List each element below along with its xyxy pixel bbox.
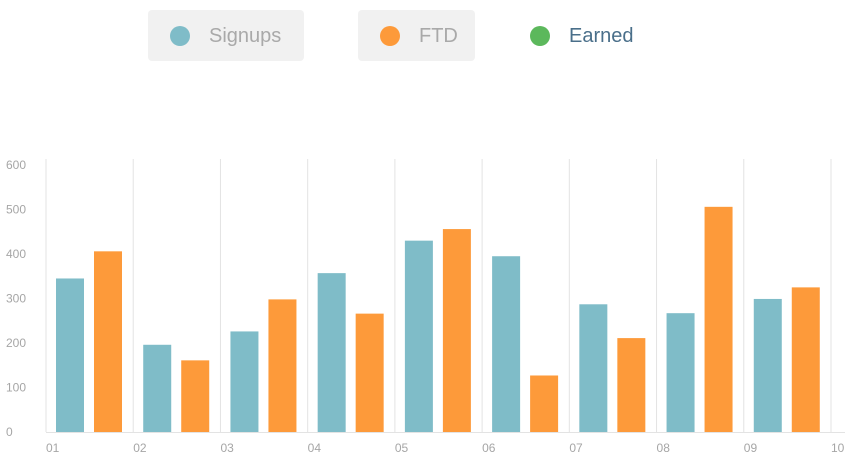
bar-ftd-08[interactable]	[704, 206, 733, 432]
x-axis-ticks: 01 02 03 04 05 06 07 08 09 10	[46, 441, 845, 455]
grid-lines	[45, 159, 845, 433]
x-tick-label: 04	[308, 441, 322, 455]
x-tick-label: 08	[657, 441, 671, 455]
y-tick-label: 500	[6, 203, 26, 217]
bars	[56, 206, 820, 432]
x-tick-label: 03	[220, 441, 234, 455]
y-tick-label: 100	[6, 381, 26, 395]
bar-ftd-09[interactable]	[791, 287, 820, 432]
legend-item-ftd[interactable]: FTD	[358, 10, 475, 61]
bar-signups-05[interactable]	[404, 240, 433, 432]
bar-signups-09[interactable]	[753, 298, 782, 432]
x-tick-label: 06	[482, 441, 496, 455]
bar-signups-06[interactable]	[492, 256, 521, 432]
bar-signups-02[interactable]	[143, 344, 172, 432]
chart-legend: Signups FTD Earned	[0, 0, 856, 70]
y-axis-ticks: 0 100 200 300 400 500 600	[6, 158, 26, 439]
bar-signups-01[interactable]	[56, 278, 84, 432]
bar-ftd-01[interactable]	[94, 251, 122, 432]
x-tick-label: 09	[744, 441, 758, 455]
legend-label-ftd: FTD	[419, 24, 458, 47]
y-tick-label: 300	[6, 292, 26, 306]
bar-signups-03[interactable]	[230, 331, 259, 432]
legend-label-signups: Signups	[209, 24, 282, 47]
x-tick-label: 01	[46, 441, 60, 455]
x-tick-label: 05	[395, 441, 409, 455]
bar-signups-08[interactable]	[666, 313, 695, 432]
y-tick-label: 0	[6, 425, 13, 439]
bar-signups-04[interactable]	[317, 273, 346, 432]
bar-signups-07[interactable]	[579, 304, 608, 432]
x-tick-label: 10	[831, 441, 845, 455]
x-tick-label: 02	[133, 441, 147, 455]
bar-ftd-04[interactable]	[355, 313, 384, 432]
legend-item-signups[interactable]: Signups	[148, 10, 304, 61]
y-tick-label: 200	[6, 336, 26, 350]
ftd-color-dot	[380, 25, 400, 46]
bar-ftd-06[interactable]	[530, 375, 559, 432]
bar-ftd-02[interactable]	[181, 360, 210, 432]
y-tick-label: 600	[6, 158, 26, 172]
x-tick-label: 07	[569, 441, 583, 455]
signups-color-dot	[170, 25, 190, 46]
bar-ftd-05[interactable]	[442, 229, 471, 432]
legend-item-earned[interactable]: Earned	[508, 10, 658, 61]
bar-ftd-03[interactable]	[268, 299, 297, 432]
bar-ftd-07[interactable]	[617, 338, 646, 432]
legend-label-earned: Earned	[569, 24, 634, 47]
earned-color-dot	[530, 25, 550, 46]
y-tick-label: 400	[6, 247, 26, 261]
